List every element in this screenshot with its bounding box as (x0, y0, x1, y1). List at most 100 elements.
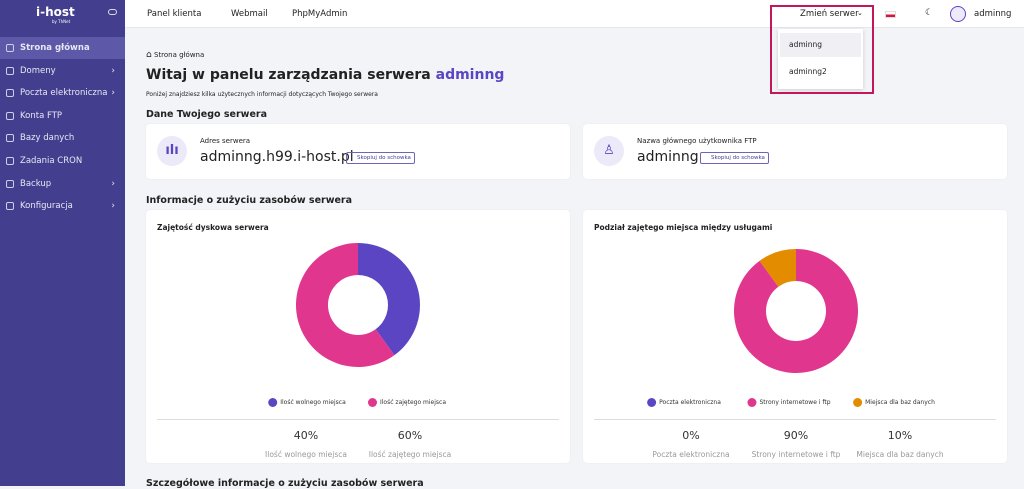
legend-label: Ilość wolnego miejsca (280, 399, 346, 406)
logo-sub: by ThNet (52, 19, 71, 24)
menu-icon (6, 157, 14, 165)
menu-icon (6, 89, 14, 98)
stat-label: Strony internetowe i ftp (751, 450, 841, 459)
stat: 10% Miejsca dla baz danych (856, 429, 943, 461)
nav-link[interactable]: Webmail (231, 9, 268, 19)
legend-item[interactable]: Poczta elektroniczna (647, 398, 721, 407)
donut-segment (759, 249, 796, 287)
menu-arrow: › (111, 178, 115, 189)
legend-label: Strony internetowe i ftp (759, 399, 831, 406)
icon: ılı (157, 136, 187, 166)
chart-title: Zajętość dyskowa serwera (157, 223, 269, 232)
stat-label: Ilość wolnego miejsca (265, 450, 347, 459)
stat-value: 10% (887, 429, 913, 442)
info-card: ♙ Nazwa głównego użytkownika FTP adminng… (583, 124, 1007, 179)
section-title: Szczegółowe informacje o zużyciu zasobów… (146, 478, 424, 489)
nav-link[interactable]: PhpMyAdmin (292, 9, 348, 19)
heading-user: adminng (435, 67, 505, 83)
info-card: ılı Adres serwera adminng.h99.i-host.pl … (146, 124, 570, 179)
heading: Witaj w panelu zarządzania serwera admin… (146, 67, 504, 83)
menu-icon (6, 179, 14, 188)
menu-item[interactable]: Zadania CRON (0, 150, 125, 172)
legend-item[interactable]: Strony internetowe i ftp (747, 398, 831, 407)
section-title: Informacje o zużyciu zasobów serwera (146, 195, 353, 206)
menu-item[interactable]: Konfiguracja › (0, 195, 125, 217)
menu-arrow: › (111, 88, 115, 99)
menu-label: Strona główna (20, 43, 90, 53)
toggle[interactable] (108, 9, 117, 15)
copy-button[interactable]: Skopiuj do schowka (700, 152, 769, 164)
logo: i-host (36, 5, 75, 19)
card-label: Adres serwera (200, 137, 251, 145)
legend-item[interactable]: Miejsca dla baz danych (853, 398, 935, 407)
legend-label: Ilość zajętego miejsca (379, 399, 447, 406)
legend-swatch (268, 398, 278, 407)
copy-button[interactable]: Skopiuj do schowka (346, 152, 415, 164)
legend-label: Miejsca dla baz danych (865, 399, 935, 406)
highlight-box (770, 5, 874, 94)
avatar[interactable] (950, 6, 966, 22)
flag[interactable] (885, 11, 896, 18)
subtitle: Poniżej znajdziesz kilka użytecznych inf… (146, 91, 378, 98)
stat-label: Ilość zajętego miejsca (368, 450, 452, 459)
card-label: Nazwa głównego użytkownika FTP (637, 137, 757, 145)
legend-swatch (853, 398, 863, 407)
chart-title: Podział zajętego miejsca między usługami (594, 223, 773, 232)
stat: 0% Poczta elektroniczna (652, 429, 729, 461)
server-switch[interactable]: Zmień serwer (800, 9, 859, 19)
topbar: Panel klienta Webmail PhpMyAdmin Zmień s… (125, 0, 1024, 28)
stat-value: 90% (783, 429, 809, 442)
stat-value: 40% (293, 429, 319, 442)
legend-item[interactable]: Ilość wolnego miejsca (268, 398, 346, 407)
card-value: adminng.h99.i-host.pl (200, 149, 354, 165)
legend-label: Poczta elektroniczna (659, 399, 721, 406)
menu-item[interactable]: Strona główna (0, 37, 125, 59)
stat: 90% Strony internetowe i ftp (752, 429, 841, 461)
divider (594, 419, 996, 420)
stat-value: 0% (682, 429, 700, 442)
menu-icon (6, 134, 14, 143)
stat-label: Poczta elektroniczna (652, 450, 730, 459)
heading-text: Witaj w panelu zarządzania serwera (146, 67, 431, 83)
menu-icon (6, 111, 14, 120)
stat: 40% Ilość wolnego miejsca (265, 429, 347, 461)
theme-toggle[interactable]: ☾ (925, 8, 934, 18)
sidebar: i-host by ThNet Strona główna Domeny › Pocz… (0, 0, 125, 486)
menu-label: Zadania CRON (20, 156, 83, 166)
donut-segment (358, 243, 420, 356)
menu-label: Poczta elektroniczna (20, 88, 108, 99)
menu-label: Konta FTP (20, 110, 63, 121)
menu-item[interactable]: Bazy danych (0, 127, 125, 149)
donut-segment (734, 249, 858, 373)
menu-label: Bazy danych (20, 133, 75, 144)
menu-arrow: › (111, 65, 115, 76)
menu-label: Domeny (20, 65, 56, 76)
divider (157, 419, 559, 420)
legend-item[interactable]: Ilość zajętego miejsca (367, 398, 447, 407)
stat-value: 60% (397, 429, 423, 442)
dropdown-item[interactable]: adminng (780, 33, 861, 57)
icon: ♙ (594, 136, 624, 166)
menu-icon (6, 44, 14, 52)
card-value: adminng (637, 149, 699, 165)
dropdown-item[interactable]: adminng2 (789, 67, 827, 76)
menu-icon (6, 202, 14, 211)
legend-swatch (367, 398, 377, 407)
nav-link[interactable]: Panel klienta (147, 9, 202, 19)
menu-item[interactable]: Backup › (0, 173, 125, 195)
server-dropdown: adminng adminng2 (778, 29, 863, 89)
menu-arrow: › (111, 201, 115, 212)
chevron: ⌄ (857, 9, 863, 17)
menu-item[interactable]: Konta FTP (0, 105, 125, 127)
menu-item[interactable]: Domeny › (0, 60, 125, 82)
menu-label: Backup (20, 178, 52, 189)
legend-swatch (647, 398, 657, 407)
legend-swatch (747, 398, 757, 407)
stat: 60% Ilość zajętego miejsca (369, 429, 452, 461)
breadcrumb[interactable]: ⌂ Strona główna (146, 50, 205, 60)
menu-item[interactable]: Poczta elektroniczna › (0, 82, 125, 104)
user-menu[interactable]: adminng (974, 9, 1012, 19)
donut-segment (295, 243, 395, 367)
